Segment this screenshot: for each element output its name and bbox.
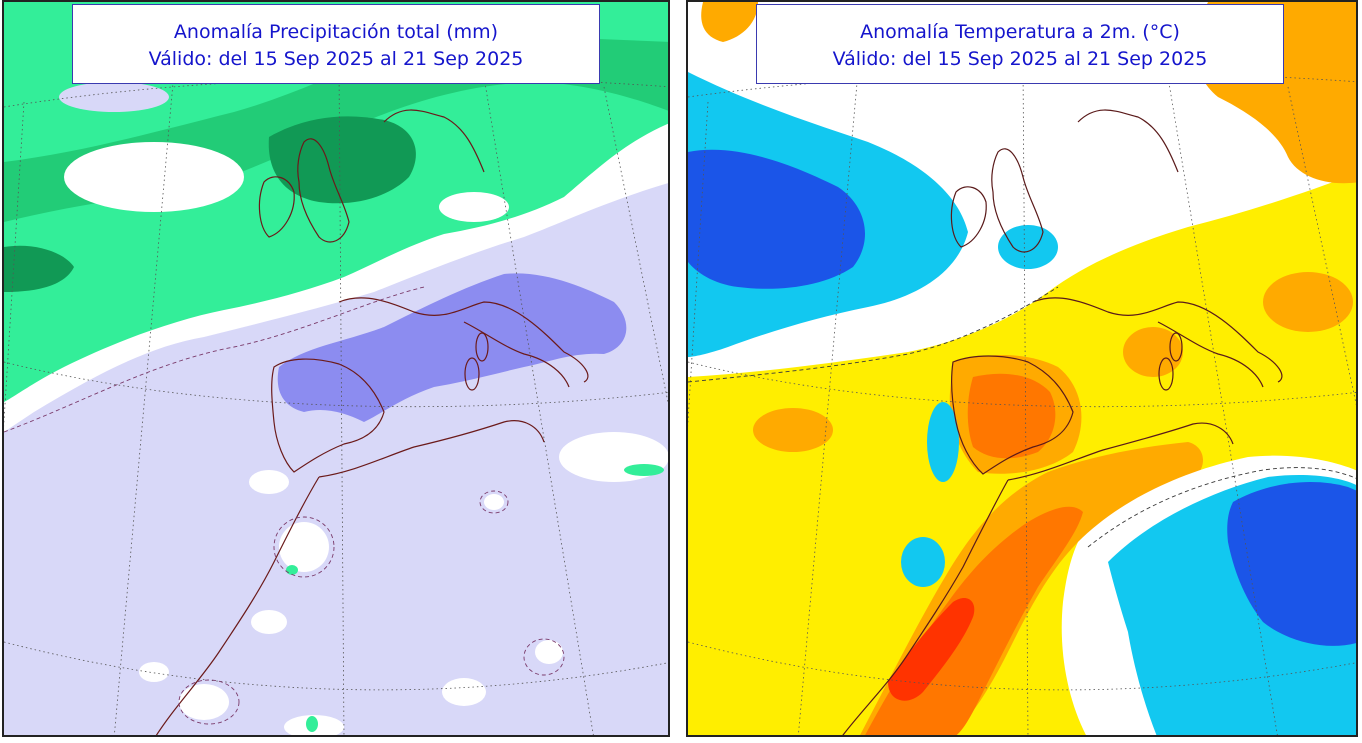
cold-strong-area-north: [688, 149, 865, 289]
temperature-validity: Válido: del 15 Sep 2025 al 21 Sep 2025: [832, 48, 1208, 70]
precipitation-title: Anomalía Precipitación total (mm): [173, 21, 499, 43]
cold-patch: [901, 537, 945, 587]
precipitation-map-graphic: [4, 2, 668, 735]
warm-patch: [1123, 327, 1183, 377]
temperature-title: Anomalía Temperatura a 2m. (°C): [860, 21, 1180, 43]
temperature-anomaly-map: Anomalía Temperatura a 2m. (°C) Válido: …: [686, 0, 1358, 737]
warm-area-northwest: [701, 2, 758, 42]
cold-patch: [998, 225, 1058, 269]
temperature-map-graphic: [688, 2, 1356, 735]
cold-strong-area-southeast: [1227, 482, 1356, 646]
wet-strong-area: [268, 116, 416, 204]
precipitation-validity: Válido: del 15 Sep 2025 al 21 Sep 2025: [148, 48, 524, 70]
dry-strong-area: [277, 273, 627, 422]
temperature-title-box: Anomalía Temperatura a 2m. (°C) Válido: …: [756, 4, 1284, 84]
warm-patch: [753, 408, 833, 452]
cold-patch: [927, 402, 959, 482]
coastlines: [842, 109, 1283, 735]
contours: [4, 286, 565, 725]
neutral-patch: [439, 192, 509, 222]
dry-patch: [59, 82, 169, 112]
wet-spot: [286, 565, 298, 575]
precipitation-anomaly-map: Anomalía Precipitación total (mm) Válido…: [2, 0, 670, 737]
coastlines: [155, 109, 589, 735]
precipitation-title-box: Anomalía Precipitación total (mm) Válido…: [72, 4, 600, 84]
wet-spot: [624, 464, 664, 476]
warm-patch: [1263, 272, 1353, 332]
hot-area-north-africa: [888, 597, 975, 701]
wet-strong-area-west: [4, 245, 74, 292]
warm-strong-area-iberia: [967, 373, 1056, 459]
graticule: [4, 66, 668, 735]
neutral-spots: [139, 432, 668, 735]
contours: [688, 286, 1356, 548]
wet-spot: [306, 716, 318, 732]
neutral-patch: [64, 142, 244, 212]
